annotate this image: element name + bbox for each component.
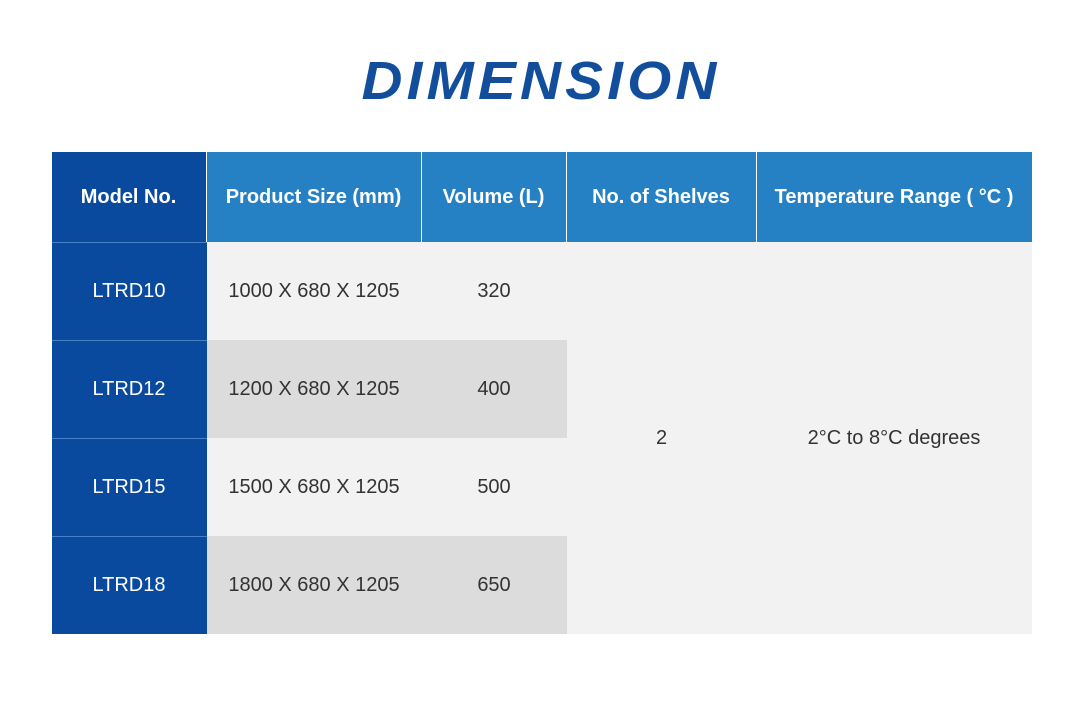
cell-model: LTRD18 [52, 536, 207, 634]
cell-volume: 650 [422, 536, 567, 634]
cell-shelves: 2 [567, 242, 757, 634]
cell-model: LTRD12 [52, 340, 207, 438]
th-size: Product Size (mm) [207, 152, 422, 242]
cell-size: 1500 X 680 X 1205 [207, 438, 422, 536]
table-header-row: Model No. Product Size (mm) Volume (L) N… [52, 152, 1032, 242]
th-temp: Temperature Range ( °C ) [757, 152, 1032, 242]
cell-volume: 400 [422, 340, 567, 438]
cell-size: 1200 X 680 X 1205 [207, 340, 422, 438]
th-shelves: No. of Shelves [567, 152, 757, 242]
cell-size: 1000 X 680 X 1205 [207, 242, 422, 340]
cell-volume: 500 [422, 438, 567, 536]
cell-model: LTRD10 [52, 242, 207, 340]
th-model: Model No. [52, 152, 207, 242]
cell-model: LTRD15 [52, 438, 207, 536]
page-title: DIMENSION [362, 50, 721, 112]
cell-volume: 320 [422, 242, 567, 340]
cell-temp: 2°C to 8°C degrees [757, 242, 1032, 634]
cell-size: 1800 X 680 X 1205 [207, 536, 422, 634]
dimension-table: Model No. Product Size (mm) Volume (L) N… [52, 152, 1032, 634]
th-volume: Volume (L) [422, 152, 567, 242]
table-row: LTRD10 1000 X 680 X 1205 320 2 2°C to 8°… [52, 242, 1032, 340]
